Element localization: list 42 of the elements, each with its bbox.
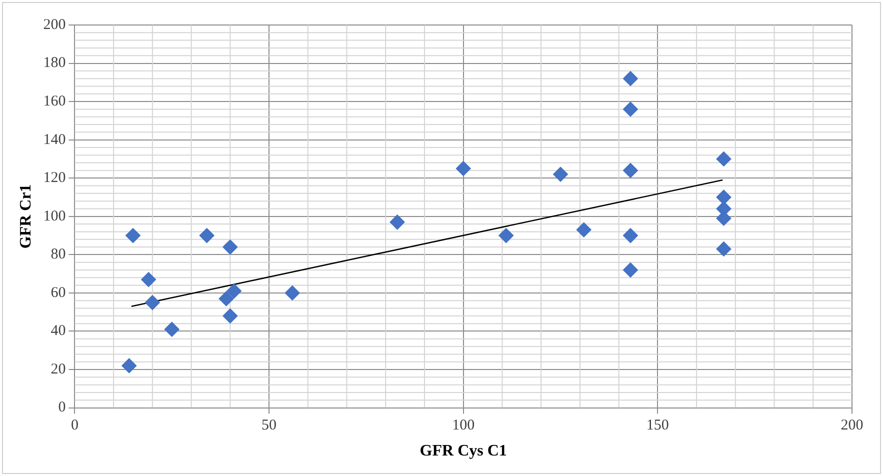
y-tick-label: 20 [50, 361, 66, 378]
y-axis-title: GFR Cr1 [18, 184, 35, 249]
y-tick-label: 180 [43, 55, 66, 72]
x-tick-label: 50 [262, 418, 277, 434]
point [218, 291, 234, 306]
point [390, 214, 405, 230]
x-tick-label: 0 [70, 418, 78, 434]
point [226, 284, 242, 299]
x-tick-label: 200 [840, 418, 864, 434]
y-tick-label: 40 [50, 323, 66, 340]
point [222, 240, 238, 255]
y-tick-label: 120 [43, 170, 66, 186]
point [622, 228, 638, 244]
point [498, 228, 514, 244]
y-tick-label: 0 [58, 400, 66, 416]
point [199, 228, 214, 244]
y-tick-label: 200 [43, 16, 66, 33]
y-tick-label: 160 [43, 93, 66, 110]
point [622, 162, 638, 178]
point [164, 322, 180, 337]
point [716, 241, 732, 256]
x-axis-title: GFR Cys C1 [420, 442, 507, 460]
point [284, 285, 300, 300]
point [622, 71, 638, 86]
point [456, 161, 471, 176]
point [122, 358, 137, 374]
x-tick-label: 150 [646, 418, 669, 434]
point [553, 166, 568, 182]
y-tick-label: 80 [50, 246, 66, 263]
point [622, 262, 638, 278]
point [716, 190, 732, 205]
point [141, 272, 156, 288]
point [576, 222, 592, 238]
point [144, 295, 160, 310]
y-tick-label: 60 [50, 284, 66, 301]
point [222, 308, 238, 324]
y-tick-label: 100 [43, 208, 66, 224]
y-tick-label: 140 [43, 132, 66, 148]
point [716, 151, 732, 166]
x-tick-label: 100 [452, 418, 475, 434]
point [622, 102, 638, 117]
point [126, 228, 140, 244]
